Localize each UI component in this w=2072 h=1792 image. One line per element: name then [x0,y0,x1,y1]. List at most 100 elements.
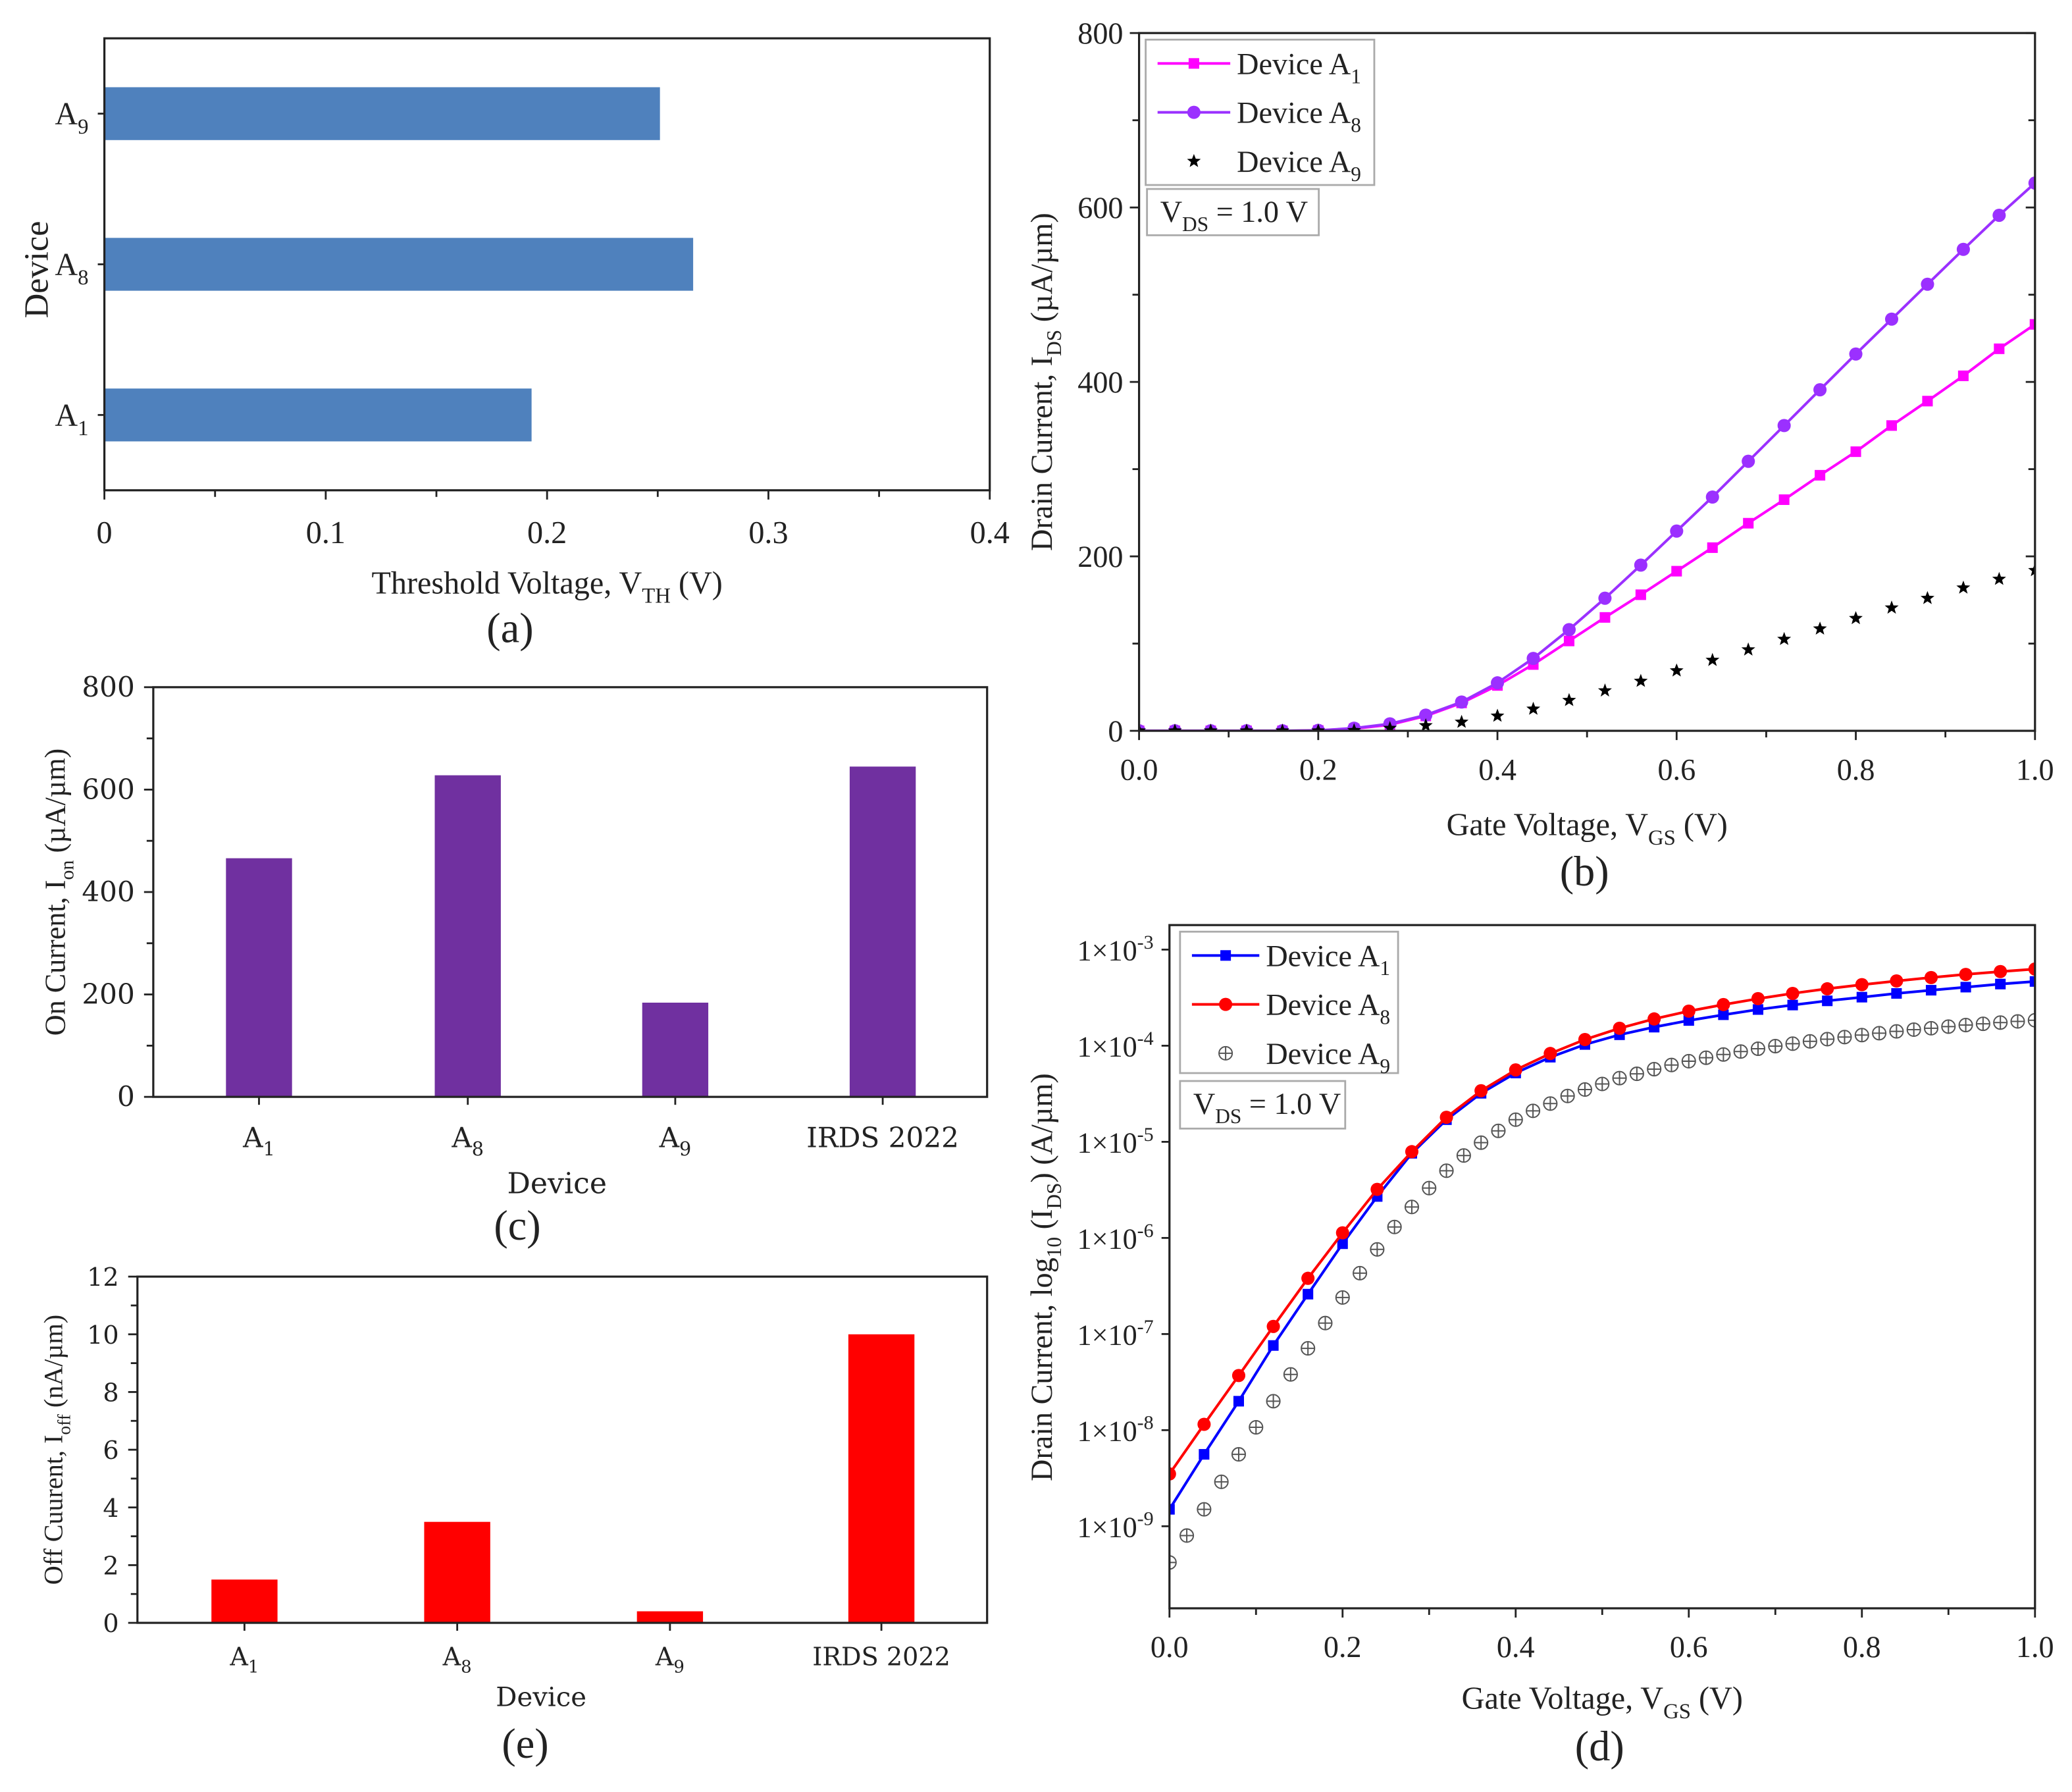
data-point [2028,962,2035,976]
data-point [1383,721,1397,731]
label-segment: 1×10 [1077,1511,1137,1543]
label-segment: 1×10 [1077,934,1137,966]
data-point [1474,1084,1488,1097]
label-segment: = 1.0 V [1208,195,1308,228]
x-tick-label: IRDS 2022 [812,1642,950,1671]
data-point [2028,563,2035,577]
y-tick-label: 1×10-5 [1077,1124,1154,1159]
data-point [1890,974,1904,988]
label-segment: off [54,1413,74,1435]
data-point [1560,1088,1575,1103]
bar [211,1579,278,1623]
bar [434,775,501,1097]
x-axis-title: Device [496,1683,586,1713]
label-segment: (e) [502,1720,548,1767]
y-tick-label: A9 [55,97,88,139]
label-segment: A [55,97,78,132]
data-point [1921,277,1934,291]
data-point [1733,1044,1748,1059]
annotation-box [1146,188,1320,236]
y-axis-title: Device [17,221,55,319]
data-point [1855,978,1869,991]
label-segment: A [55,248,78,282]
label-segment: Device A [1237,96,1351,130]
data-point [1837,1030,1852,1045]
data-point [1635,589,1646,600]
label-segment: 1×10 [1077,1126,1137,1159]
legend-label: Device A9 [1237,145,1361,186]
plus-part [1786,1037,1800,1051]
y-tick-label: 200 [82,978,134,1011]
data-point [1994,964,2007,978]
data-point [1717,997,1730,1011]
data-point [1275,724,1289,731]
data-point [1992,209,2006,223]
series [1139,176,2035,731]
data-point [1664,1057,1679,1072]
plus-part [1405,1200,1419,1214]
data-point [2029,976,2035,987]
data-point [1957,370,1969,381]
x-tick-label: 0.4 [1478,752,1516,786]
data-point [1956,580,1971,594]
label-segment: V [1193,1087,1215,1120]
data-point [1886,420,1898,431]
data-point [1891,988,1902,999]
data-point [1634,673,1648,687]
label-segment: 9 [1380,1055,1390,1078]
y-tick-label: 0 [1108,714,1123,748]
data-point [1347,723,1361,731]
plus-part [1180,1529,1194,1542]
label-segment: (a) [486,605,533,652]
data-point [1849,611,1863,625]
bar [636,1611,704,1623]
series [1169,1013,2035,1570]
plus-part [1976,1017,1990,1031]
label-segment: (V) [1676,808,1728,843]
data-point [1474,1135,1489,1150]
y-tick-label: 1×10-3 [1077,932,1154,967]
bar [424,1521,490,1623]
label-segment: Drain Current, log [1025,1257,1058,1481]
data-point [1856,991,1867,1003]
data-point [1405,1145,1419,1159]
data-point [1743,517,1754,529]
panel-label: (b) [1560,848,1609,895]
label-segment: (V) [1691,1681,1743,1716]
data-point [1179,1528,1195,1543]
bar [104,388,532,442]
plus-part [1301,1342,1315,1356]
data-point [1854,1028,1869,1043]
legend-label: Device A8 [1266,988,1390,1029]
label-segment: 9 [673,1658,685,1677]
label-segment: (V) [671,566,723,600]
y-tick-label: 2 [103,1551,118,1580]
data-point [1778,494,1790,506]
label-segment: (d) [1575,1723,1624,1770]
data-point [1526,652,1540,666]
y-axis-title: Drain Current, log10 (IDS) (A/µm) [1025,1073,1066,1481]
data-point [1889,1024,1904,1039]
data-point [1634,558,1647,572]
label-segment: Threshold Voltage, V [371,566,642,600]
y-tick-label: A1 [55,398,88,440]
y-tick-label: 200 [1077,540,1123,573]
plus-part [2011,1015,2025,1028]
data-point [1941,1019,1956,1034]
data-point [1924,970,1938,984]
label-segment: A [229,1642,248,1671]
data-point [1491,1123,1506,1138]
label-segment: 1 [78,417,88,440]
plus-part [1231,1448,1246,1462]
plus-part [1387,1220,1401,1234]
label-segment: Gate Voltage, V [1447,808,1649,843]
data-point [1742,454,1755,468]
bar [848,1334,915,1623]
label-segment: 1 [1351,65,1361,88]
plus-part [1422,1181,1436,1195]
y-tick-label: 400 [82,876,134,908]
plus-part [1439,1164,1453,1178]
plus-part [1266,1394,1280,1408]
legend-entry: Device A8 [1157,96,1361,137]
